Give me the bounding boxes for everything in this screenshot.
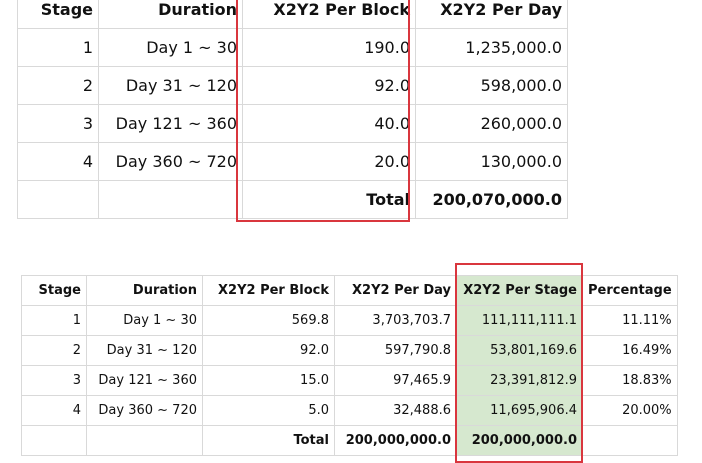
cell-per-day: 597,790.8 [334,335,457,366]
table-row: 2 Day 31 ~ 120 92.0 598,000.0 [17,66,568,105]
cell-duration: Day 1 ~ 30 [86,305,203,336]
emission-table-per-stage: Stage Duration X2Y2 Per Block X2Y2 Per D… [21,275,678,456]
cell-per-stage: 111,111,111.1 [456,305,583,336]
cell-per-day: 32,488.6 [334,395,457,426]
table-row: 3 Day 121 ~ 360 40.0 260,000.0 [17,104,568,143]
header-per-block: X2Y2 Per Block [202,275,335,306]
cell-duration: Day 360 ~ 720 [86,395,203,426]
table-row: 3 Day 121 ~ 360 15.0 97,465.9 23,391,812… [21,365,678,396]
cell-empty [582,425,678,456]
table-header-row: Stage Duration X2Y2 Per Block X2Y2 Per D… [21,275,678,306]
table-row: 1 Day 1 ~ 30 569.8 3,703,703.7 111,111,1… [21,305,678,336]
cell-empty [17,180,99,219]
cell-stage: 3 [21,365,87,396]
table-header-row: Stage Duration X2Y2 Per Block X2Y2 Per D… [17,0,568,29]
table-row: 4 Day 360 ~ 720 20.0 130,000.0 [17,142,568,181]
cell-per-day: 97,465.9 [334,365,457,396]
cell-stage: 4 [21,395,87,426]
header-per-day: X2Y2 Per Day [334,275,457,306]
cell-per-day: 1,235,000.0 [415,28,568,67]
cell-per-block: 40.0 [242,104,416,143]
cell-per-day: 3,703,703.7 [334,305,457,336]
cell-stage: 3 [17,104,99,143]
cell-per-block: 569.8 [202,305,335,336]
header-percentage: Percentage [582,275,678,306]
cell-per-block: 20.0 [242,142,416,181]
cell-per-stage: 23,391,812.9 [456,365,583,396]
header-per-day: X2Y2 Per Day [415,0,568,29]
cell-per-block: 5.0 [202,395,335,426]
total-value: 200,070,000.0 [415,180,568,219]
header-stage: Stage [17,0,99,29]
cell-empty [21,425,87,456]
cell-stage: 2 [21,335,87,366]
cell-per-stage: 11,695,906.4 [456,395,583,426]
header-duration: Duration [98,0,243,29]
total-per-stage: 200,000,000.0 [456,425,583,456]
cell-per-block: 190.0 [242,28,416,67]
cell-per-block: 15.0 [202,365,335,396]
cell-per-day: 130,000.0 [415,142,568,181]
total-label: Total [202,425,335,456]
cell-empty [86,425,203,456]
header-duration: Duration [86,275,203,306]
table-row: 2 Day 31 ~ 120 92.0 597,790.8 53,801,169… [21,335,678,366]
table-total-row: Total 200,000,000.0 200,000,000.0 [21,425,678,456]
emission-table-per-day: Stage Duration X2Y2 Per Block X2Y2 Per D… [17,0,568,219]
cell-stage: 4 [17,142,99,181]
table-row: 1 Day 1 ~ 30 190.0 1,235,000.0 [17,28,568,67]
total-label: Total [242,180,416,219]
header-per-stage: X2Y2 Per Stage [456,275,583,306]
cell-empty [98,180,243,219]
cell-percentage: 18.83% [582,365,678,396]
cell-per-day: 598,000.0 [415,66,568,105]
table-row: 4 Day 360 ~ 720 5.0 32,488.6 11,695,906.… [21,395,678,426]
header-per-block: X2Y2 Per Block [242,0,416,29]
cell-per-block: 92.0 [242,66,416,105]
cell-stage: 1 [17,28,99,67]
cell-percentage: 16.49% [582,335,678,366]
cell-per-stage: 53,801,169.6 [456,335,583,366]
cell-stage: 2 [17,66,99,105]
cell-stage: 1 [21,305,87,336]
table-total-row: Total 200,070,000.0 [17,180,568,219]
cell-duration: Day 1 ~ 30 [98,28,243,67]
cell-duration: Day 121 ~ 360 [98,104,243,143]
total-per-day: 200,000,000.0 [334,425,457,456]
cell-duration: Day 121 ~ 360 [86,365,203,396]
cell-per-block: 92.0 [202,335,335,366]
header-stage: Stage [21,275,87,306]
cell-duration: Day 360 ~ 720 [98,142,243,181]
cell-per-day: 260,000.0 [415,104,568,143]
cell-percentage: 20.00% [582,395,678,426]
cell-duration: Day 31 ~ 120 [86,335,203,366]
cell-percentage: 11.11% [582,305,678,336]
cell-duration: Day 31 ~ 120 [98,66,243,105]
